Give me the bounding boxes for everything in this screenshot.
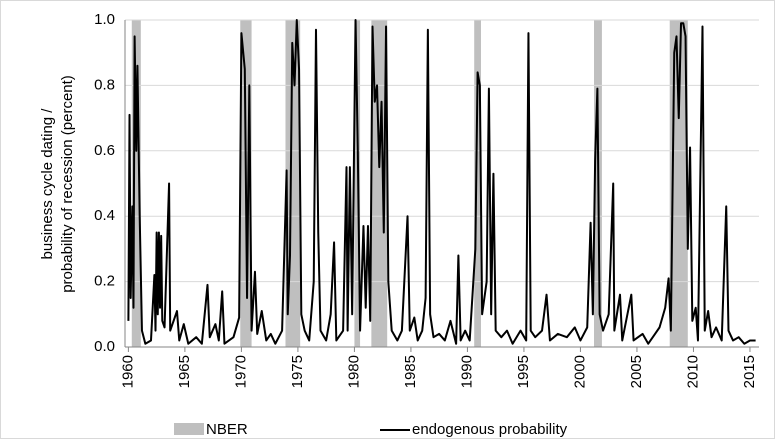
- y-tick-label: 0.6: [94, 142, 115, 159]
- series-line: [127, 19, 756, 345]
- x-tick-label: 1990: [458, 355, 475, 388]
- legend-swatch: [174, 423, 204, 435]
- recession-bar: [474, 20, 481, 347]
- x-tick-label: 1970: [232, 355, 249, 388]
- y-tick-label: 0.0: [94, 338, 115, 355]
- x-tick-label: 1965: [176, 355, 193, 388]
- legend-label: endogenous probability: [412, 421, 568, 438]
- x-tick-label: 1985: [402, 355, 419, 388]
- x-tick-label: 2015: [741, 355, 758, 388]
- x-tick-label: 1995: [515, 355, 532, 388]
- y-tick-label: 0.2: [94, 273, 115, 290]
- x-tick-label: 1980: [345, 355, 362, 388]
- y-tick-label: 0.8: [94, 76, 115, 93]
- y-axis-title: business cycle dating / probability of r…: [39, 75, 76, 293]
- y-tick-label: 1.0: [94, 11, 115, 28]
- legend-label: NBER: [206, 421, 248, 438]
- recession-bar: [131, 20, 141, 347]
- x-tick-label: 1975: [289, 355, 306, 388]
- x-tick-label: 2010: [684, 355, 701, 388]
- x-tick-label: 2005: [628, 355, 645, 388]
- y-axis-title-line: probability of recession (percent): [59, 75, 76, 293]
- y-tick-label: 0.4: [94, 207, 115, 224]
- x-tick-label: 1960: [119, 355, 136, 388]
- x-tick-label: 2000: [571, 355, 588, 388]
- y-axis-title-line: business cycle dating /: [39, 108, 56, 260]
